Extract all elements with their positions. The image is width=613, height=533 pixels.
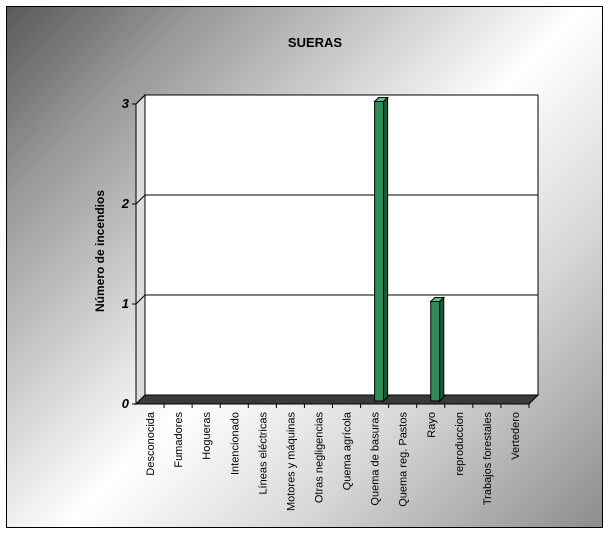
x-category-label: reproduccion xyxy=(454,412,466,476)
plot-back-wall xyxy=(144,94,539,396)
bar[interactable] xyxy=(430,301,441,402)
x-category-label: Otras negligencias xyxy=(313,412,325,504)
x-category-label: Vertedero xyxy=(510,412,522,460)
gridline-side xyxy=(135,194,146,205)
gridline-side xyxy=(135,94,146,105)
x-category-label: Hogueras xyxy=(201,412,213,460)
y-tick-label: 2 xyxy=(121,196,130,211)
x-category-label: Quema agrícola xyxy=(342,411,354,490)
y-axis-title: Número de incendios xyxy=(93,190,107,312)
chart-title: SUERAS xyxy=(288,35,343,50)
gridline-side xyxy=(135,294,146,305)
y-tick-label: 3 xyxy=(122,96,130,111)
x-category-label: Motores y máquinas xyxy=(285,412,297,512)
bar-side xyxy=(383,96,389,403)
plot-area: 0 1 2 3 Desconocida Fumadores Hogueras Intencio… xyxy=(121,93,540,512)
x-category-label: Intencionado xyxy=(229,412,241,475)
plot-side-wall xyxy=(135,93,146,406)
y-tick-label: 0 xyxy=(122,396,130,411)
x-category-label: Quema de basuras xyxy=(370,412,382,506)
bar[interactable] xyxy=(374,101,385,402)
x-category-label: Desconocida xyxy=(145,411,157,475)
y-tick-label: 1 xyxy=(122,296,129,311)
x-category-label: Fumadores xyxy=(173,412,185,468)
plot-floor xyxy=(134,394,540,405)
x-category-label: Líneas eléctricas xyxy=(257,412,269,495)
x-category-label: Rayo xyxy=(426,412,438,438)
x-category-label: Trabajos forestales xyxy=(482,412,494,506)
x-category-label: Quema reg. Pastos xyxy=(398,412,410,507)
bar-side xyxy=(439,296,445,403)
